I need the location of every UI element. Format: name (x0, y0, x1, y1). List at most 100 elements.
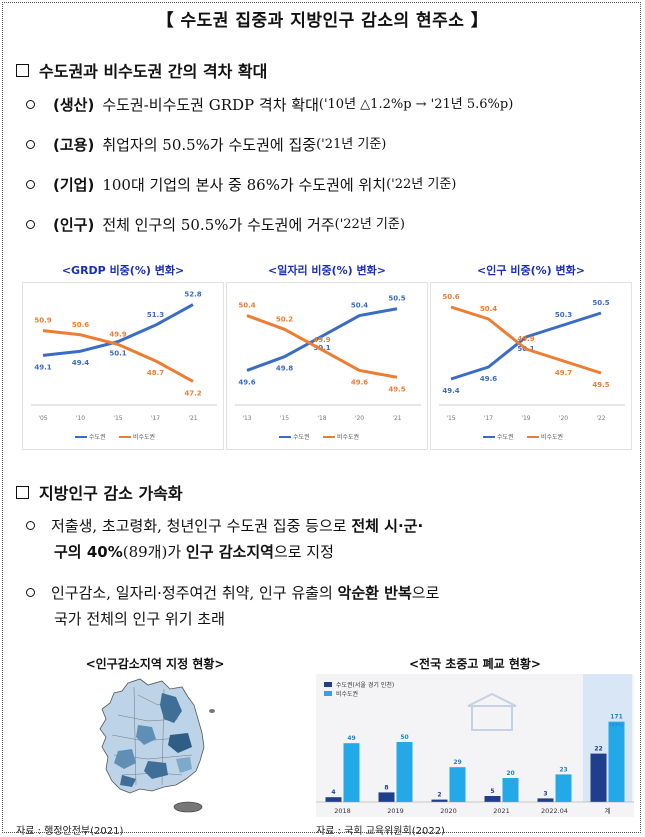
checkbox-square-icon (16, 485, 29, 499)
legend-noncapital-swatch (324, 691, 332, 696)
data-label: 22 (594, 746, 602, 753)
total-column-bg (583, 674, 632, 802)
legend-capital-swatch (324, 682, 332, 687)
data-label: 52.8 (184, 291, 201, 299)
circle-bullet-icon (26, 521, 35, 530)
series-line-noncapital (246, 314, 398, 379)
x-tick-label: '15 (280, 415, 289, 422)
data-label: 49.4 (72, 359, 89, 367)
bar-noncapital (343, 743, 360, 802)
data-label: 50.4 (238, 302, 255, 310)
legend-capital-label: 수도권 (293, 433, 310, 441)
paragraph-designation: 저출생, 초고령화, 청년인구 수도권 집중 등으로 전체 시·군· 구의 40… (22, 513, 632, 565)
data-label: 4 (331, 789, 335, 796)
bar-noncapital (555, 774, 572, 802)
data-label: 49.5 (388, 385, 405, 393)
circle-bullet-icon (26, 140, 35, 149)
text-span: 저출생, 초고령화, 청년인구 수도권 집중 등으로 (51, 517, 352, 535)
legend-noncapital-label: 비수도권 (336, 690, 358, 698)
bullet-population: (인구) 전체 인구의 50.5%가 수도권에 거주 ('22년 기준) (22, 214, 405, 236)
x-tick-label: '20 (355, 415, 364, 422)
x-tick-label: '15 (113, 415, 122, 422)
circle-bullet-icon (26, 100, 35, 109)
data-label: 49.9 (109, 330, 126, 338)
bullet-text: 전체 인구의 50.5%가 수도권에 거주 (102, 216, 335, 234)
data-label: 20 (506, 770, 514, 777)
data-label: 49.8 (276, 365, 293, 373)
data-label: 23 (559, 766, 567, 773)
data-label: 49.9 (517, 335, 534, 343)
data-label: 8 (384, 784, 388, 791)
chart-grdp-svg: '05 '10 '15 '17 '21 49.1 49.4 50.1 51.3 52.8 50.9 5… (31, 291, 217, 441)
data-label: 49.6 (351, 378, 368, 386)
bullet-production: (생산) 수도권-비수도권 GRDP 격차 확대 ('10년 △1.2%p → … (22, 94, 513, 116)
bar-noncapital (449, 767, 466, 802)
series-line-noncapital (450, 305, 602, 375)
series-line-noncapital (42, 329, 194, 383)
section1-heading: 수도권과 비수도권 간의 격차 확대 (16, 58, 267, 82)
chart-title-jobs: <일자리 비중(%) 변화> (267, 264, 386, 277)
school-building-icon (467, 692, 517, 731)
paragraph-vicious-cycle: 인구감소, 일자리·정주여건 취약, 인구 유출의 악순환 반복으로 국가 전체… (22, 580, 632, 632)
legend-capital-label: 수도권 (497, 433, 514, 441)
x-tick-label: 2020 (440, 807, 457, 815)
data-label: 51.3 (147, 311, 164, 319)
chart-grdp: '05 '10 '15 '17 '21 49.1 49.4 50.1 51.3 52.8 50.9 5… (22, 282, 224, 450)
data-label: 3 (543, 790, 547, 797)
data-label: 50.1 (109, 350, 126, 358)
series-line-capital (246, 307, 398, 372)
chart-population-svg: '15'17'19'20'2249.449.650.150.350.550.65… (439, 293, 625, 441)
bullet-tag: (고용) (53, 136, 95, 154)
bullet-text: 수도권-비수도권 GRDP 격차 확대 (102, 96, 319, 114)
data-label: 2 (437, 792, 441, 799)
x-tick-label: '17 (151, 415, 160, 422)
total-share-note: (89%) (610, 723, 624, 729)
data-label: 49.4 (442, 387, 459, 395)
x-tick-label: 2018 (334, 807, 351, 815)
page-title: 【 수도권 집중과 지방인구 감소의 현주소 】 (156, 11, 489, 31)
section2-heading-text: 지방인구 감소 가속화 (39, 484, 183, 503)
x-tick-label: 계 (605, 806, 611, 815)
bullet-companies: (기업) 100대 기업의 본사 중 86%가 수도권에 위치 ('22년 기준… (22, 174, 456, 196)
series-line-capital (42, 303, 194, 357)
bar-capital (484, 796, 501, 802)
legend-noncapital-label: 비수도권 (541, 433, 563, 441)
emphasis-span: 인구 감소지역 (185, 543, 274, 561)
data-label: 50.4 (351, 302, 368, 310)
x-tick-label: '20 (559, 415, 568, 422)
x-tick-label: '19 (521, 415, 530, 422)
data-label: 50.5 (388, 295, 405, 303)
bar-capital (378, 792, 395, 802)
data-label: 29 (453, 759, 461, 766)
bullet-tag: (인구) (53, 216, 95, 234)
bar-capital (431, 799, 448, 802)
data-label: 171 (610, 714, 623, 721)
chart-population: '15'17'19'20'22 49.4 49.6 50.1 50.3 50.5 50.6 5… (430, 282, 632, 450)
legend-noncapital-label: 비수도권 (337, 433, 359, 441)
x-tick-label: '15 (446, 415, 455, 422)
x-tick-label: '22 (596, 415, 605, 422)
data-label: 49.6 (480, 375, 497, 383)
bullet-note: ('21년 기준) (316, 137, 387, 152)
bar-noncapital (608, 721, 625, 802)
bullet-text: 취업자의 50.5%가 수도권에 집중 (102, 136, 317, 154)
emphasis-span: 전체 시·군· (351, 517, 424, 535)
data-label: 48.7 (147, 369, 164, 377)
section1-heading-text: 수도권과 비수도권 간의 격차 확대 (39, 62, 268, 81)
data-label: 50.6 (442, 293, 459, 301)
bullet-tag: (기업) (53, 176, 95, 194)
bar-chart-svg: 수도권(서울 경기 인천)비수도권 4 49 2018 8 50 2019 2 29 2020 5 2… (316, 674, 634, 815)
x-tick-label: '17 (484, 415, 493, 422)
data-label: 49.5 (592, 381, 609, 389)
x-tick-label: '21 (188, 415, 197, 422)
map-source: 자료 : 행정안전부(2021) (16, 826, 124, 837)
korea-map (78, 675, 238, 815)
bar-chart-title: <전국 초중고 폐교 현황> (408, 657, 541, 671)
bar-noncapital (396, 742, 413, 802)
circle-bullet-icon (26, 180, 35, 189)
emphasis-span: 구의 40% (54, 543, 123, 561)
data-label: 50.6 (72, 321, 89, 329)
text-span: 으로 (411, 584, 440, 602)
data-label: 47.2 (184, 389, 201, 397)
